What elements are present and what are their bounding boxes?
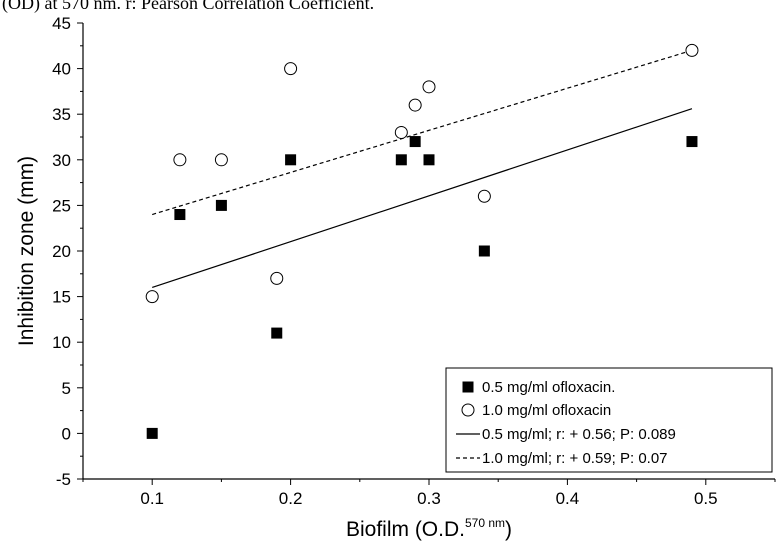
y-tick-label: 10: [52, 333, 71, 352]
legend-box: [445, 367, 773, 473]
y-tick-label: 15: [52, 288, 71, 307]
data-point-series-2: [408, 98, 422, 112]
data-point-series-1: [686, 136, 698, 148]
data-point-series-2: [685, 43, 699, 57]
x-axis-title: Biofilm (O.D.570 nm): [346, 516, 512, 541]
fit-line-2: [152, 49, 693, 216]
y-tick-label: 25: [52, 196, 71, 215]
data-point-series-1: [215, 199, 227, 211]
y-tick-label: 40: [52, 60, 71, 79]
y-tick-label: 45: [52, 14, 71, 33]
data-point-series-2: [214, 153, 228, 167]
figure-caption: (OD) at 570 nm. r: Pearson Correlation C…: [2, 0, 375, 13]
data-point-series-1: [423, 154, 435, 166]
y-axis-title: Inhibition zone (mm): [15, 156, 38, 346]
data-point-series-2: [145, 290, 159, 304]
fit-lines: [152, 49, 693, 289]
legend: 0.5 mg/ml ofloxacin. 1.0 mg/ml ofloxacin 0…: [445, 367, 773, 473]
data-point-series-1: [146, 427, 158, 439]
fit-line-1: [152, 108, 693, 289]
data-point-series-1: [285, 154, 297, 166]
y-tick-label: 5: [62, 379, 71, 398]
data-point-series-2: [422, 80, 436, 94]
x-tick-label: 0.4: [556, 489, 580, 508]
x-tick-label: 0.5: [694, 489, 718, 508]
x-tick-label: 0.3: [417, 489, 441, 508]
data-point-series-1: [478, 245, 490, 257]
x-tick-label: 0.2: [279, 489, 303, 508]
data-point-series-1: [174, 209, 186, 221]
legend-marker-series-2: [461, 403, 475, 417]
data-points: [145, 43, 699, 439]
x-tick-label: 0.1: [140, 489, 164, 508]
legend-label-series-2: 1.0 mg/ml ofloxacin: [482, 402, 611, 419]
data-point-series-2: [270, 271, 284, 285]
data-point-series-1: [409, 136, 421, 148]
data-point-series-2: [477, 189, 491, 203]
y-tick-label: -5: [56, 470, 71, 489]
axes: -5 0 5 10 15 20 25 30 35 40 45 0.1 0.2 0.3 0.4 0.5 Biofi…: [15, 14, 776, 541]
data-point-series-1: [271, 327, 283, 339]
y-tick-label: 35: [52, 105, 71, 124]
data-point-series-2: [284, 62, 298, 76]
data-point-series-2: [173, 153, 187, 167]
y-tick-label: 30: [52, 151, 71, 170]
legend-label-fit-2: 1.0 mg/ml; r: + 0.59; P: 0.07: [482, 450, 668, 467]
y-tick-label: 20: [52, 242, 71, 261]
legend-label-fit-1: 0.5 mg/ml; r: + 0.56; P: 0.089: [482, 426, 676, 443]
legend-marker-series-1: [462, 381, 474, 393]
legend-label-series-1: 0.5 mg/ml ofloxacin.: [482, 379, 615, 396]
data-point-series-2: [394, 125, 408, 139]
data-point-series-1: [395, 154, 407, 166]
y-tick-label: 0: [62, 424, 71, 443]
